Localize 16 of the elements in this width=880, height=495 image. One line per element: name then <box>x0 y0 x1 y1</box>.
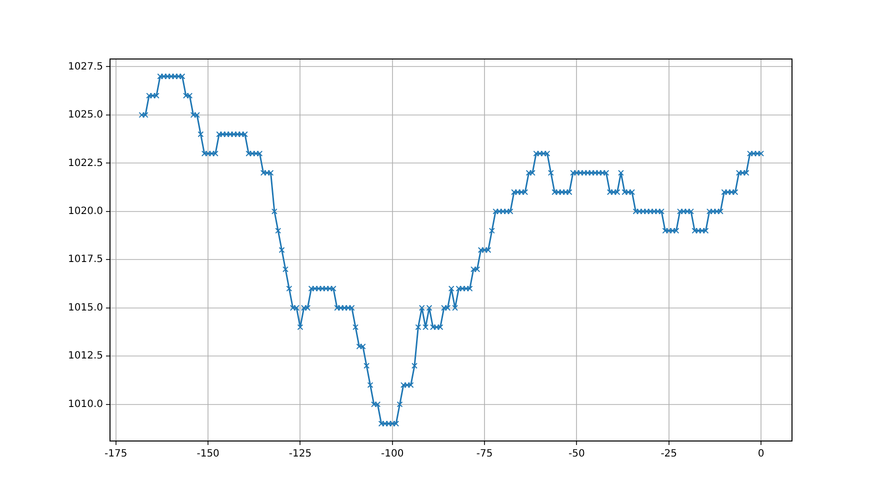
y-tick-label: 1015.0 <box>68 302 103 314</box>
y-tick-label: 1025.0 <box>68 110 103 121</box>
x-tick-label: -25 <box>660 448 678 460</box>
x-tick-label: -100 <box>381 448 404 460</box>
y-tick-label: 1027.5 <box>68 61 103 72</box>
y-tick-label: 1012.5 <box>68 350 103 362</box>
x-tick-label: -150 <box>196 448 220 460</box>
x-tick-label: -50 <box>568 448 585 460</box>
y-tick-label: 1017.5 <box>68 254 103 266</box>
y-tick-label: 1020.0 <box>68 206 103 218</box>
y-tick-label: 1010.0 <box>68 398 103 410</box>
x-tick-label: -125 <box>288 448 312 460</box>
x-tick-label: -175 <box>104 448 128 460</box>
x-tick-label: 0 <box>758 448 764 460</box>
y-tick-label: 1022.5 <box>68 158 103 169</box>
x-tick-label: -75 <box>476 448 493 460</box>
